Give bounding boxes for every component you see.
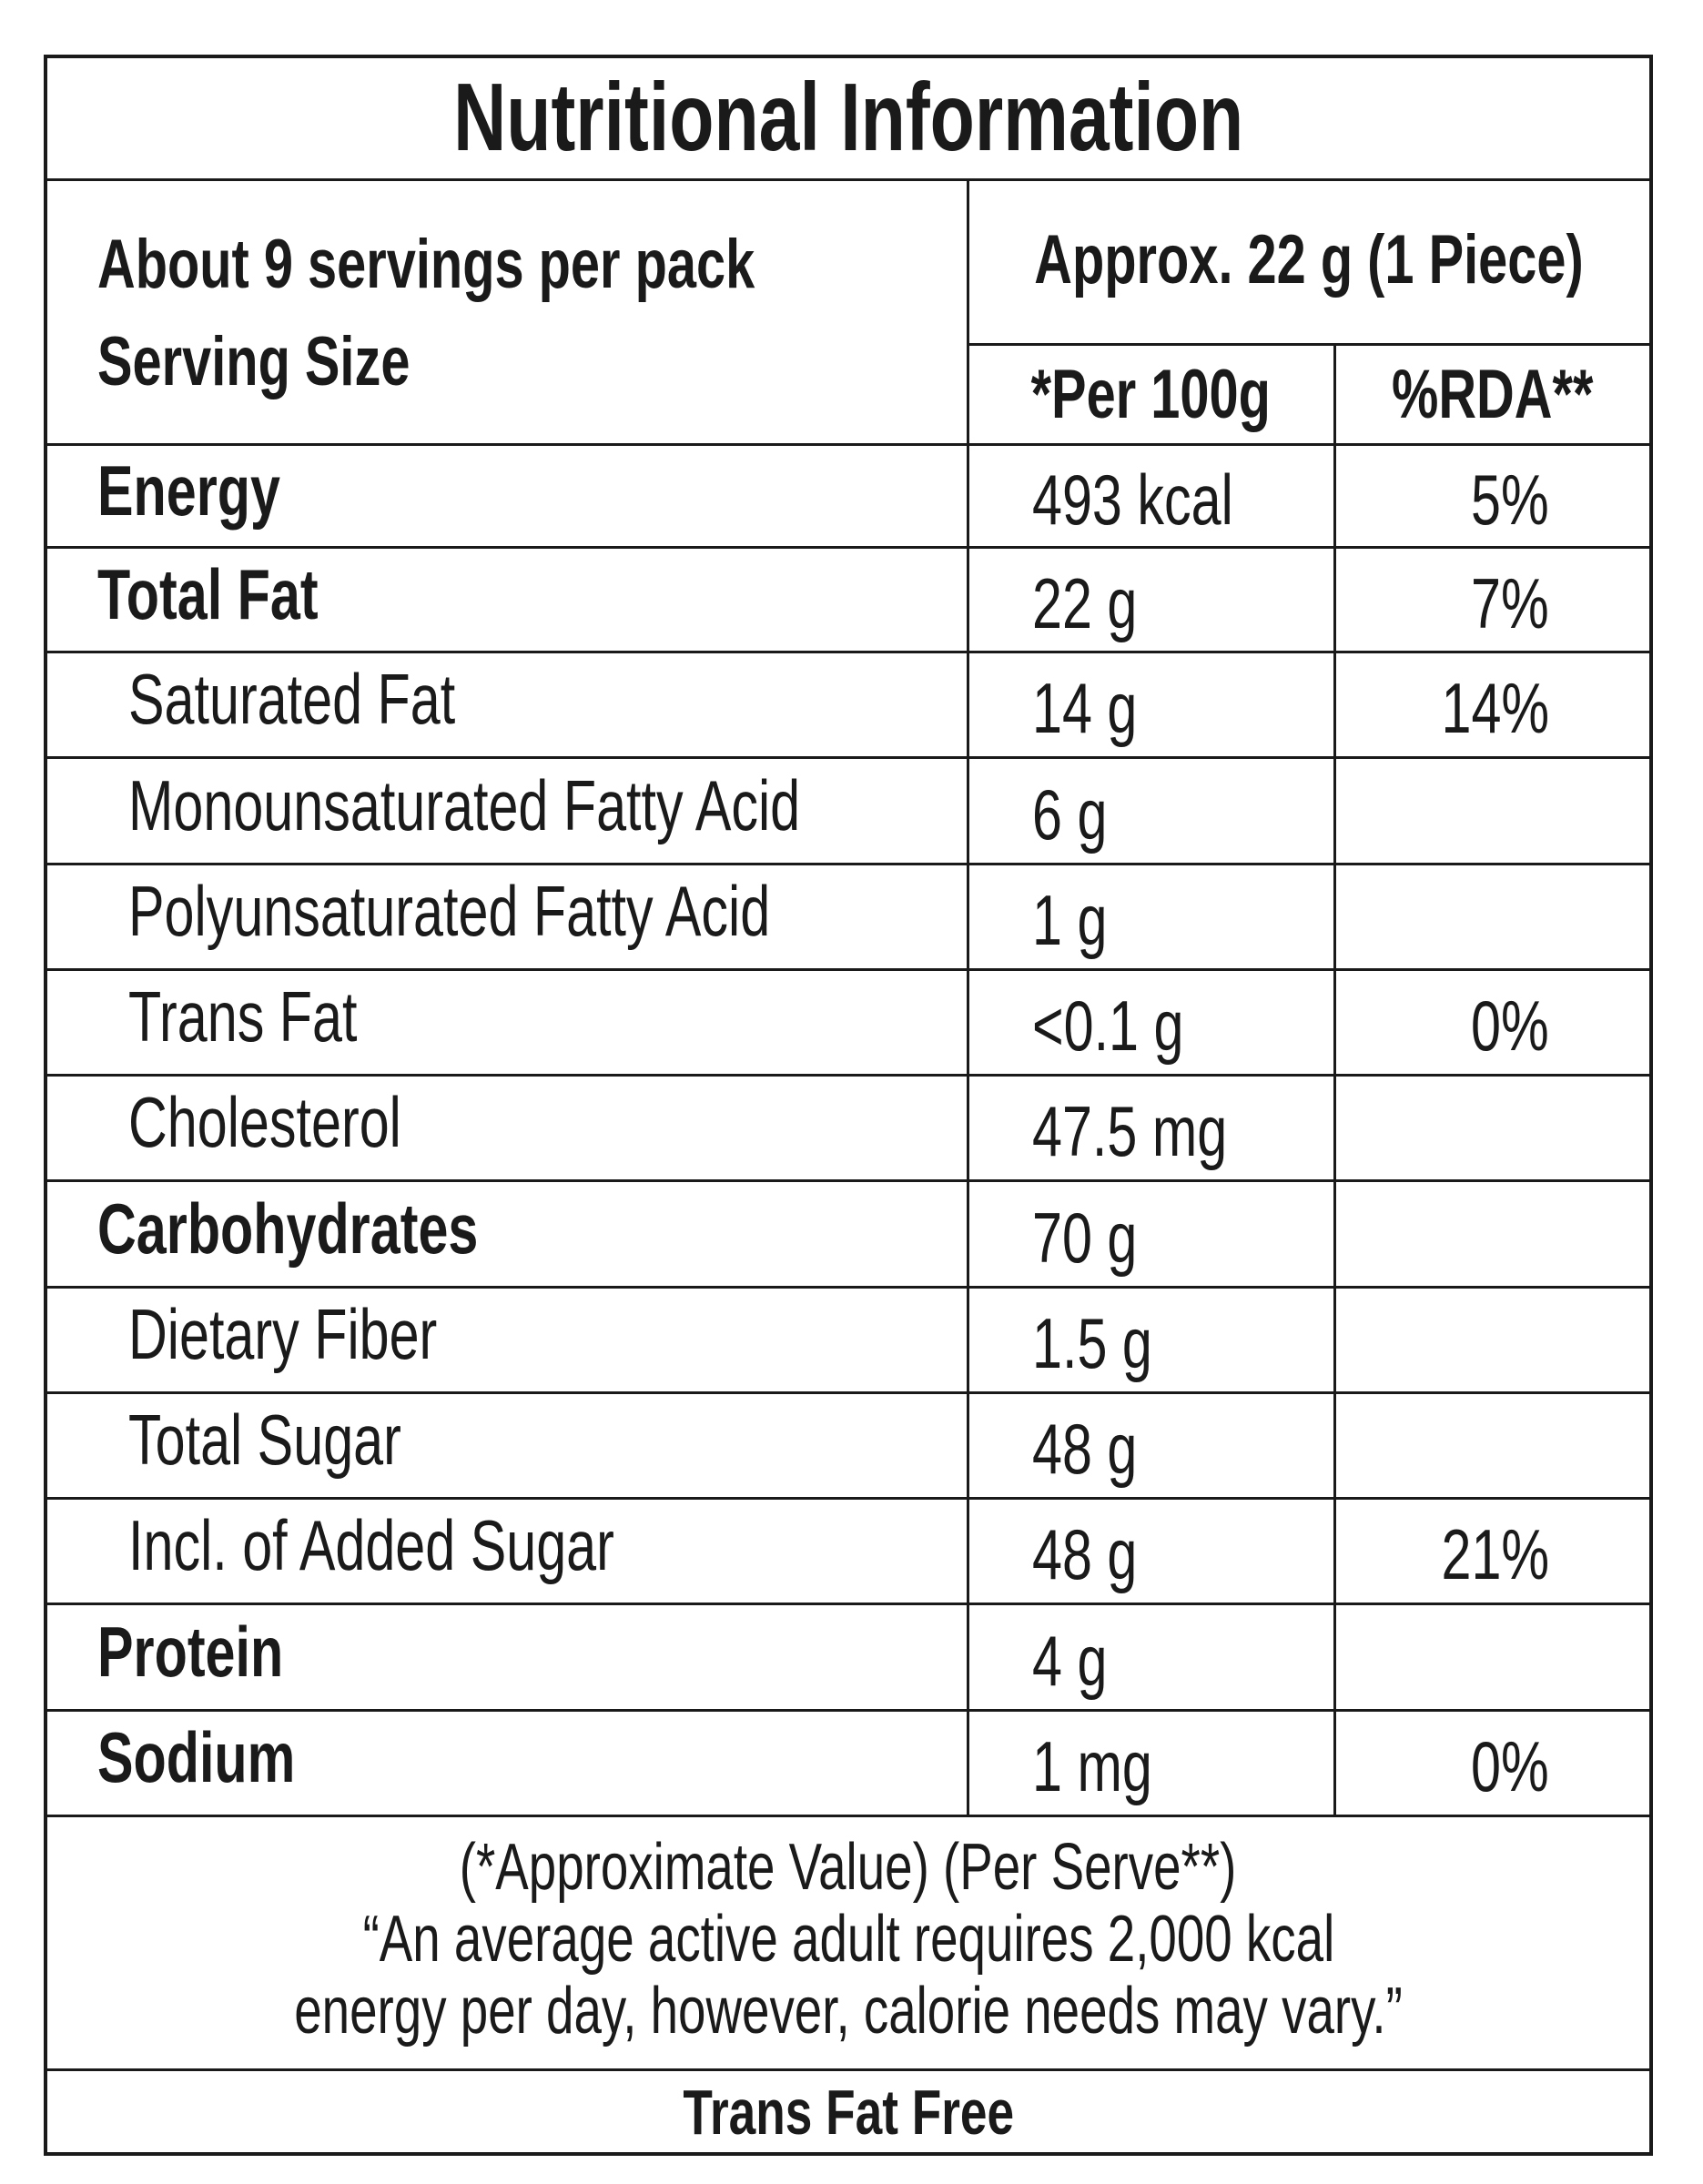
footnote-line: (*Approximate Value) (Per Serve**)	[460, 1831, 1237, 1904]
rule	[46, 1815, 1651, 1817]
rule	[46, 651, 1651, 653]
per-100g-value: 1.5 g	[1032, 1303, 1152, 1383]
rule	[44, 55, 1653, 58]
per-100g-value: 493 kcal	[1032, 459, 1233, 540]
per-100g-value: 48 g	[1032, 1409, 1138, 1489]
nutrient: Protein	[97, 1611, 284, 1692]
nutrient: Carbohydrates	[97, 1188, 479, 1269]
per-100g-value: 22 g	[1032, 562, 1138, 643]
rda-value: 0%	[1471, 1726, 1549, 1806]
rule	[46, 968, 1651, 971]
per-100g-value: <0.1 g	[1032, 986, 1184, 1066]
nutrient: Dietary Fiber	[128, 1294, 438, 1374]
rule	[967, 179, 969, 1815]
rda-value: 0%	[1471, 986, 1549, 1066]
nutrient: Monounsaturated Fatty Acid	[128, 764, 801, 845]
rda-value: 14%	[1441, 668, 1549, 748]
rda-value: 5%	[1471, 459, 1549, 540]
per-100g-header: *Per 100g	[1030, 356, 1272, 433]
per-100g-value: 70 g	[1032, 1197, 1138, 1278]
nutrient: Sodium	[97, 1717, 296, 1797]
rule	[46, 863, 1651, 865]
nutrient: Total Fat	[97, 553, 319, 634]
rda-value: 21%	[1441, 1514, 1549, 1594]
rda-header: %RDA**	[1392, 356, 1594, 433]
servings: About 9 servings per pack	[97, 226, 755, 303]
per-100g-value: 1 mg	[1032, 1726, 1152, 1806]
title: Nutritional Information	[452, 64, 1244, 171]
nutrient: Polyunsaturated Fatty Acid	[128, 871, 771, 951]
rule	[46, 1709, 1651, 1712]
nutrient: Trans Fat	[128, 976, 358, 1057]
nutrient: Total Sugar	[128, 1400, 401, 1480]
per-100g-value: 1 g	[1032, 880, 1108, 960]
footer: Trans Fat Free	[683, 2077, 1014, 2148]
rule	[46, 1497, 1651, 1500]
nutrient: Saturated Fat	[128, 659, 456, 739]
rule	[46, 2068, 1651, 2071]
footnote-line: “An average active adult requires 2,000 …	[362, 1903, 1334, 1976]
rule	[46, 443, 1651, 446]
rda-value: 7%	[1471, 562, 1549, 643]
rule	[46, 1391, 1651, 1394]
rule	[44, 55, 47, 2156]
rule	[46, 756, 1651, 759]
rule	[46, 1179, 1651, 1182]
serving-size: Approx. 22 g (1 Piece)	[1034, 221, 1585, 298]
rule	[1649, 55, 1653, 2156]
per-100g-value: 14 g	[1032, 668, 1138, 748]
nutrient: Cholesterol	[128, 1082, 401, 1162]
rule	[44, 2152, 1653, 2156]
per-100g-value: 47.5 mg	[1032, 1091, 1228, 1171]
rule	[46, 178, 1651, 181]
per-100g-value: 6 g	[1032, 774, 1108, 854]
rule	[46, 1074, 1651, 1077]
rule	[46, 1603, 1651, 1605]
serving-size-label: Serving Size	[97, 323, 411, 400]
rule	[46, 1286, 1651, 1289]
rule	[1333, 344, 1336, 1815]
footnote-line: energy per day, however, calorie needs m…	[294, 1975, 1403, 2048]
per-100g-value: 4 g	[1032, 1620, 1108, 1701]
per-100g-value: 48 g	[1032, 1514, 1138, 1594]
rule	[46, 546, 1651, 549]
nutrient: Incl. of Added Sugar	[128, 1505, 614, 1585]
nutrient: Energy	[97, 450, 280, 531]
rule	[968, 343, 1651, 346]
